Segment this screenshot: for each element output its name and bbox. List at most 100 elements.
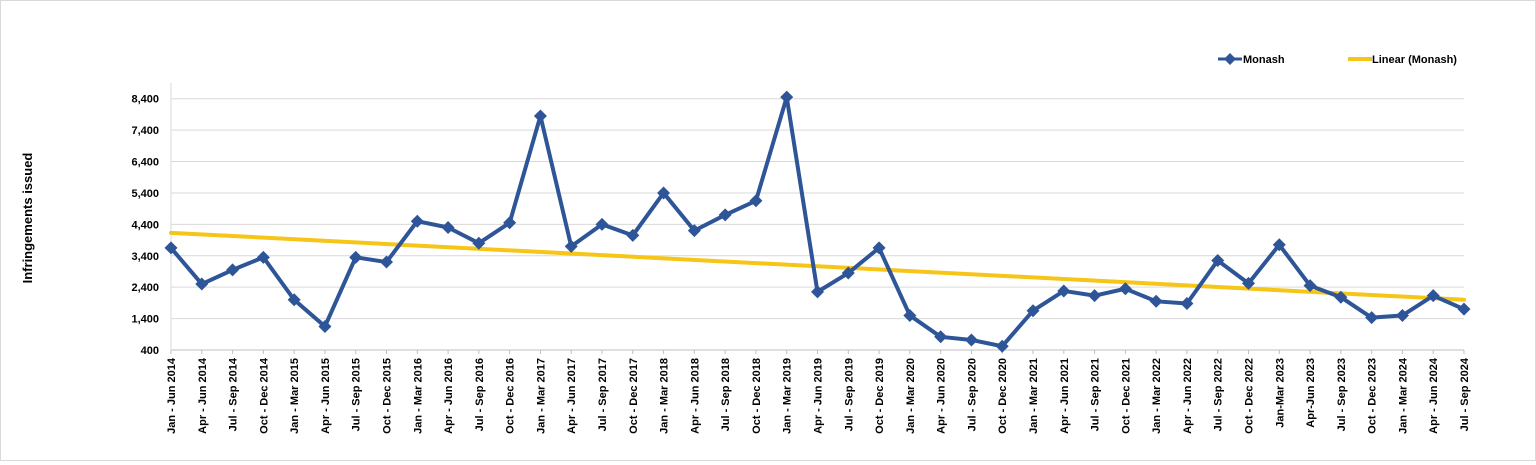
y-axis-label: Infringements issued (20, 153, 35, 284)
x-tick-label: Jan - Mar 2018 (659, 358, 671, 434)
x-tick-label: Oct - Dec 2019 (874, 358, 886, 434)
data-point (872, 241, 886, 255)
data-point (780, 90, 794, 104)
data-point (318, 319, 332, 333)
x-tick-label: Jan - Mar 2021 (1028, 358, 1040, 434)
x-tick-label: Jan - Mar 2016 (412, 358, 424, 434)
data-point (1242, 276, 1255, 290)
data-point (1303, 279, 1317, 293)
x-tick-label: Oct - Dec 2018 (751, 358, 763, 434)
x-tick-label: Jul - Sep 2015 (351, 358, 363, 431)
data-point (995, 339, 1009, 353)
data-point (903, 308, 917, 322)
data-point (1426, 289, 1440, 303)
x-tick-label: Jan - Mar 2020 (905, 358, 917, 434)
x-tick-label: Jul - Sep 2014 (228, 357, 240, 431)
y-tick-label: 2,400 (131, 282, 159, 294)
data-point (964, 333, 978, 347)
x-tick-label: Apr - Jun 2022 (1182, 358, 1194, 434)
y-tick-label: 8,400 (131, 94, 159, 106)
series-line-monash (169, 95, 1465, 349)
x-tick-label: Jul - Sep 2022 (1213, 358, 1225, 431)
data-point (1334, 290, 1348, 304)
x-tick-label: Jul - Sep 2021 (1090, 358, 1102, 431)
x-tick-label: Jul - Sep 2019 (843, 358, 855, 431)
x-tick-label: Jul - Sep 2016 (474, 358, 486, 431)
data-point (256, 250, 270, 264)
x-tick-label: Oct - Dec 2023 (1367, 358, 1379, 434)
x-tick-label: Oct - Dec 2021 (1120, 358, 1132, 434)
data-point (1395, 308, 1409, 322)
y-tick-label: 5,400 (131, 188, 159, 200)
data-point (1088, 289, 1102, 303)
data-point (657, 186, 671, 200)
legend: Monash Linear (Monash) (1218, 53, 1457, 66)
x-tick-label: Apr - Jun 2015 (320, 358, 332, 434)
y-tick-label: 1,400 (131, 314, 159, 326)
gridlines (171, 98, 1464, 351)
data-point (811, 285, 824, 299)
data-point (195, 277, 209, 291)
legend-monash-label: Monash (1243, 54, 1285, 66)
x-tick-label: Apr-Jun 2023 (1305, 358, 1317, 428)
data-point (441, 220, 455, 234)
data-point (503, 216, 517, 230)
x-tick-label: Jul - Sep 2018 (720, 358, 732, 431)
x-tick-label: Jan - Jun 2014 (166, 357, 178, 434)
data-point (1057, 284, 1071, 298)
data-point (380, 255, 393, 269)
x-tick-label: Apr - Jun 2016 (443, 358, 455, 434)
data-point (1211, 253, 1225, 267)
data-point (841, 266, 855, 280)
series-monash (164, 90, 1471, 353)
x-tick-label: Oct - Dec 2022 (1244, 358, 1256, 434)
x-tick-label: Apr - Jun 2017 (566, 358, 578, 434)
x-tick-label: Oct - Dec 2020 (997, 358, 1009, 434)
x-axis-ticks: Jan - Jun 2014 Apr - Jun 2014 Jul - Sep 20… (166, 350, 1471, 434)
x-tick-label: Jan-Mar 2023 (1274, 358, 1286, 428)
x-tick-label: Jan - Mar 2019 (782, 358, 794, 434)
x-tick-label: Apr - Jun 2018 (689, 358, 701, 434)
data-point (472, 236, 486, 250)
y-tick-label: 4,400 (131, 219, 159, 231)
data-point (1118, 282, 1132, 296)
x-tick-label: Jan - Mar 2022 (1151, 358, 1163, 434)
data-point (164, 241, 178, 255)
x-tick-label: Jul - Sep 2020 (966, 358, 978, 431)
data-point (226, 263, 240, 277)
data-point (718, 208, 732, 222)
x-tick-label: Jul - Sep 2023 (1336, 358, 1348, 431)
y-tick-label: 7,400 (131, 125, 159, 137)
x-tick-label: Jul - Sep 2024 (1459, 357, 1471, 431)
x-tick-label: Apr - Jun 2019 (813, 358, 825, 434)
data-point (1457, 302, 1471, 316)
x-tick-label: Apr - Jun 2020 (936, 358, 948, 434)
x-tick-label: Oct - Dec 2017 (628, 358, 640, 434)
x-tick-label: Oct - Dec 2014 (258, 357, 270, 434)
data-point (749, 194, 763, 208)
x-tick-label: Apr - Jun 2014 (197, 357, 209, 434)
x-tick-label: Jan - Mar 2017 (535, 358, 547, 434)
x-axis (170, 83, 1464, 351)
x-tick-label: Jan - Mar 2015 (289, 358, 301, 434)
x-tick-label: Oct - Dec 2015 (382, 358, 394, 434)
data-point (410, 214, 424, 228)
data-point (1272, 238, 1286, 252)
data-point (626, 228, 640, 242)
data-point (687, 224, 701, 238)
data-point (1026, 304, 1040, 318)
data-point (564, 239, 578, 253)
data-point (349, 250, 363, 264)
y-tick-label: 3,400 (131, 251, 159, 263)
data-point (533, 109, 547, 123)
x-tick-label: Apr - Jun 2024 (1428, 357, 1440, 434)
legend-monash-marker (1224, 53, 1236, 65)
data-point (1149, 294, 1163, 308)
data-point (1365, 311, 1379, 325)
data-point (934, 330, 948, 344)
data-point (287, 293, 301, 307)
x-tick-label: Jul - Sep 2017 (597, 358, 609, 431)
x-tick-label: Oct - Dec 2016 (505, 358, 517, 434)
